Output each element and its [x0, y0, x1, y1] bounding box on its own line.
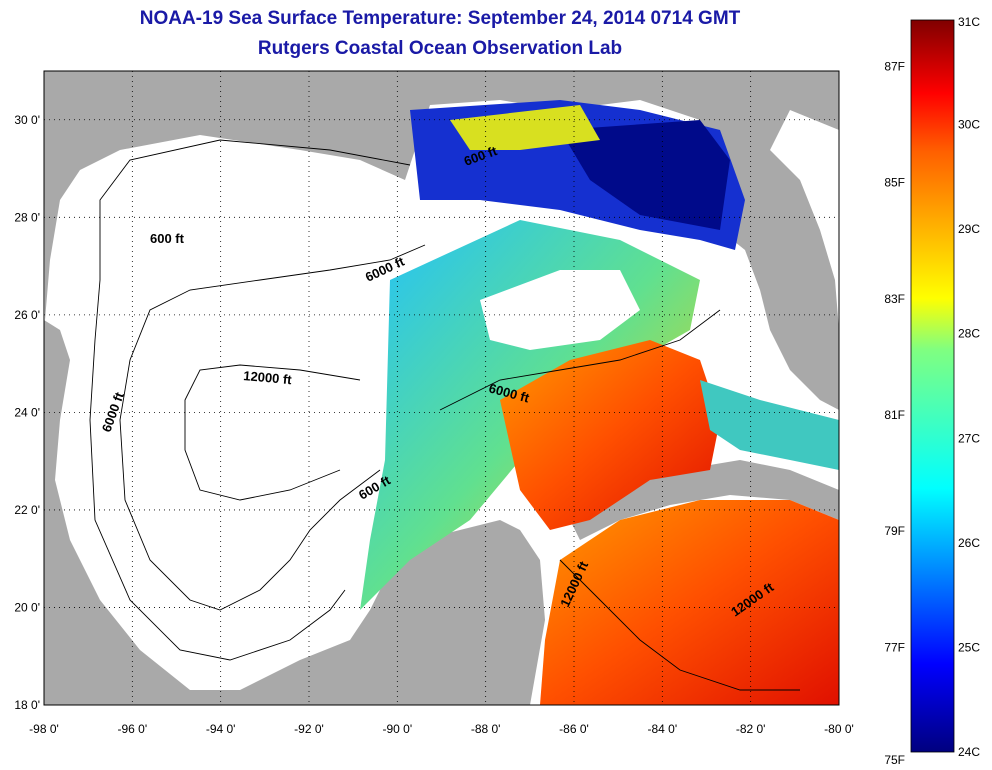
- map-title: NOAA-19 Sea Surface Temperature: Septemb…: [139, 8, 741, 29]
- colorbar-celsius-label: 31C: [958, 15, 980, 29]
- lon-tick-label: -98 0': [29, 722, 59, 736]
- contour-label-600ft-west: 600 ft: [150, 231, 185, 246]
- lon-tick-label: -82 0': [736, 722, 766, 736]
- colorbar-fahrenheit-label: 87F: [884, 59, 905, 73]
- sst-nodata-hole-2: [715, 300, 770, 380]
- lat-tick-label: 22 0': [14, 503, 40, 517]
- map-subtitle: Rutgers Coastal Ocean Observation Lab: [257, 38, 623, 59]
- lon-tick-label: -92 0': [294, 722, 324, 736]
- colorbar-celsius-label: 27C: [958, 431, 980, 445]
- lon-tick-label: -80 0': [824, 722, 854, 736]
- lat-tick-label: 24 0': [14, 405, 40, 419]
- sst-warm-caribbean: [540, 500, 839, 705]
- contour-east-2: [559, 559, 800, 691]
- sst-yellow-band: [450, 105, 600, 150]
- land-north-west: [44, 71, 839, 320]
- colorbar-fahrenheit-label: 75F: [884, 753, 905, 767]
- colorbar-celsius-label: 29C: [958, 222, 980, 236]
- colorbar-fahrenheit-label: 77F: [884, 640, 905, 654]
- colorbar-fahrenheit-label: 83F: [884, 292, 905, 306]
- colorbar-celsius-label: 24C: [958, 745, 980, 759]
- colorbar-celsius-labels: 31C 30C 29C 28C 27C 26C 25C 24C: [958, 15, 980, 759]
- colorbar-celsius-label: 26C: [958, 536, 980, 550]
- sst-warm-loop: [500, 340, 720, 530]
- lat-tick-label: 30 0': [14, 113, 40, 127]
- colorbar-fahrenheit-labels: 87F 85F 83F 81F 79F 77F 75F: [884, 59, 905, 767]
- colorbar: [910, 19, 955, 753]
- lon-tick-label: -86 0': [559, 722, 589, 736]
- colorbar-celsius-label: 28C: [958, 327, 980, 341]
- lat-tick-label: 20 0': [14, 600, 40, 614]
- lon-tick-label: -90 0': [383, 722, 413, 736]
- colorbar-fahrenheit-label: 79F: [884, 524, 905, 538]
- lon-tick-label: -88 0': [471, 722, 501, 736]
- sst-eastern-shelf: [700, 380, 839, 470]
- lon-tick-label: -96 0': [118, 722, 148, 736]
- sst-deep-blue-ne: [560, 120, 730, 230]
- contour-6000ft: [119, 244, 426, 611]
- lon-tick-label: -94 0': [206, 722, 236, 736]
- lon-tick-labels: -98 0' -96 0' -94 0' -92 0' -90 0' -88 0' -86 …: [29, 722, 854, 736]
- lat-tick-label: 28 0': [14, 210, 40, 224]
- contour-east-1: [439, 309, 721, 411]
- lat-tick-label: 26 0': [14, 308, 40, 322]
- lon-tick-label: -84 0': [648, 722, 678, 736]
- lat-tick-label: 18 0': [14, 698, 40, 712]
- bathymetry-contours: [89, 139, 800, 691]
- map-frame: [43, 70, 840, 706]
- contour-label-12000ft-central: 12000 ft: [243, 368, 293, 387]
- lat-tick-labels: 18 0' 20 0' 22 0' 24 0' 26 0' 28 0' 30 0': [14, 113, 40, 712]
- contour-12000ft: [184, 364, 361, 501]
- contour-600ft: [89, 139, 411, 661]
- land-cuba: [570, 460, 839, 540]
- colorbar-celsius-label: 30C: [958, 118, 980, 132]
- colorbar-celsius-label: 25C: [958, 640, 980, 654]
- colorbar-fahrenheit-label: 85F: [884, 176, 905, 190]
- colorbar-fahrenheit-label: 81F: [884, 408, 905, 422]
- sst-nodata-hole: [480, 270, 640, 350]
- land-mexico: [44, 320, 545, 705]
